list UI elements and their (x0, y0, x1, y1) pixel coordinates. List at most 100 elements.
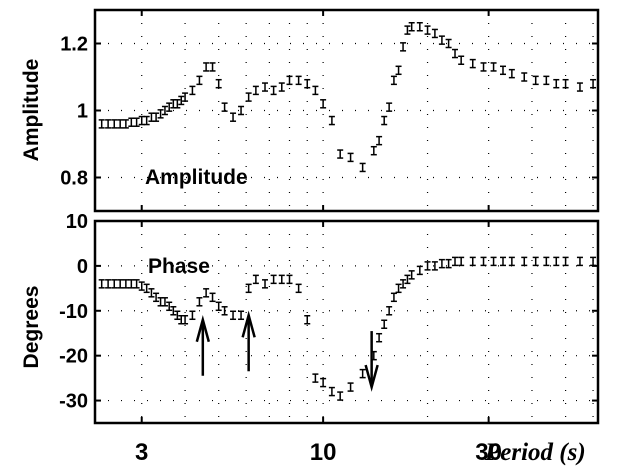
amplitude-data-point (438, 35, 445, 45)
phase-y-tick-label: -10 (59, 301, 88, 323)
amplitude-data-point (252, 85, 259, 96)
amplitude-data-point (304, 78, 311, 89)
amplitude-y-label: Amplitude (20, 59, 43, 162)
phase-data-point (196, 297, 203, 307)
arrow-down (364, 331, 379, 392)
amplitude-data-point (532, 75, 539, 86)
amplitude-data-point (431, 28, 438, 39)
amplitude-panel: 0.8 1 1.2 Amplitude Amplitude (20, 8, 600, 213)
amplitude-data-point (452, 48, 459, 59)
phase-data-point (138, 281, 145, 291)
amplitude-data-point (590, 78, 597, 89)
phase-data-point (117, 279, 124, 289)
amplitude-data-point (408, 22, 415, 32)
amplitude-data-point (328, 115, 335, 126)
arrow-up (241, 310, 256, 372)
amplitude-data-point (221, 102, 228, 112)
phase-data-point (347, 382, 354, 392)
phase-data-point (128, 279, 135, 289)
phase-data-point (431, 261, 438, 271)
phase-data-point (416, 265, 423, 276)
amplitude-data-point (395, 65, 402, 76)
amplitude-data-point (230, 112, 237, 122)
phase-data-point (553, 256, 560, 267)
amplitude-data-point (480, 62, 487, 72)
amplitude-data-point (215, 78, 222, 89)
amplitude-data-point (133, 117, 140, 127)
amplitude-data-point (416, 22, 423, 32)
phase-y-tick-label: -20 (59, 346, 88, 368)
amplitude-data-point (562, 78, 569, 89)
phase-points (98, 256, 597, 401)
phase-data-point (215, 301, 222, 312)
phase-data-point (408, 270, 415, 280)
amplitude-data-point (98, 119, 105, 129)
phase-data-point (304, 315, 311, 325)
phase-data-point (270, 274, 277, 285)
phase-data-point (328, 386, 335, 397)
phase-data-point (490, 256, 497, 267)
phase-panel: -30 -20 -10 0 10 Degrees Phase (20, 211, 600, 425)
phase-data-point (499, 256, 506, 267)
phase-data-point (390, 292, 397, 303)
amplitude-data-point (359, 162, 366, 173)
phase-data-point (245, 283, 252, 294)
phase-data-point (386, 306, 393, 316)
amplitude-data-point (174, 99, 181, 109)
phase-y-tick-label: -30 (59, 391, 88, 413)
amplitude-data-point (196, 75, 203, 86)
phase-data-point (480, 256, 487, 267)
amplitude-data-point (521, 72, 528, 82)
phase-data-point (562, 256, 569, 267)
amplitude-data-point (189, 85, 196, 96)
phase-y-ticks: -30 -20 -10 0 10 (59, 211, 598, 413)
phase-data-point (209, 292, 216, 303)
amplitude-data-point (203, 62, 210, 72)
amplitude-y-ticks: 0.8 1 1.2 (60, 34, 598, 190)
amplitude-data-point (404, 25, 411, 35)
phase-data-point (469, 256, 476, 267)
phase-data-point (161, 297, 168, 307)
amplitude-data-point (320, 99, 327, 109)
phase-data-point (590, 256, 597, 267)
amplitude-frame (93, 8, 600, 213)
x-tick-label: 3 (135, 439, 148, 466)
phase-frame (93, 219, 600, 425)
phase-data-point (452, 256, 459, 267)
phase-data-point (189, 310, 196, 321)
phase-data-point (404, 274, 411, 285)
amplitude-data-point (111, 119, 118, 129)
phase-y-label: Degrees (20, 286, 43, 369)
amplitude-data-point (376, 135, 383, 146)
phase-data-point (133, 279, 140, 289)
amplitude-data-point (347, 152, 354, 163)
phase-data-point (376, 332, 383, 343)
phase-data-point (543, 256, 550, 267)
phase-data-point (182, 315, 189, 325)
x-ticks: 3 10 30 (135, 10, 502, 466)
amplitude-data-point (390, 75, 397, 86)
amplitude-data-point (553, 78, 560, 89)
amplitude-data-point (295, 75, 302, 86)
amplitude-data-point (138, 115, 145, 126)
phase-data-point (203, 288, 210, 298)
phase-data-point (174, 310, 181, 321)
phase-data-point (458, 256, 465, 267)
phase-data-point (438, 258, 445, 269)
amplitude-data-point (166, 102, 173, 112)
phase-data-point (320, 377, 327, 388)
phase-data-point (295, 283, 302, 294)
amplitude-data-point (370, 145, 377, 156)
amplitude-data-point (270, 85, 277, 96)
phase-data-point (122, 279, 129, 289)
amplitude-data-point (312, 85, 319, 96)
phase-y-tick-label: 10 (66, 211, 88, 233)
phase-data-point (238, 310, 245, 321)
amplitude-data-point (105, 119, 112, 129)
amplitude-points (98, 22, 597, 173)
amplitude-data-point (386, 102, 393, 112)
phase-data-point (532, 256, 539, 267)
phase-data-point (521, 256, 528, 267)
phase-data-point (262, 279, 269, 289)
amplitude-data-point (209, 62, 216, 72)
